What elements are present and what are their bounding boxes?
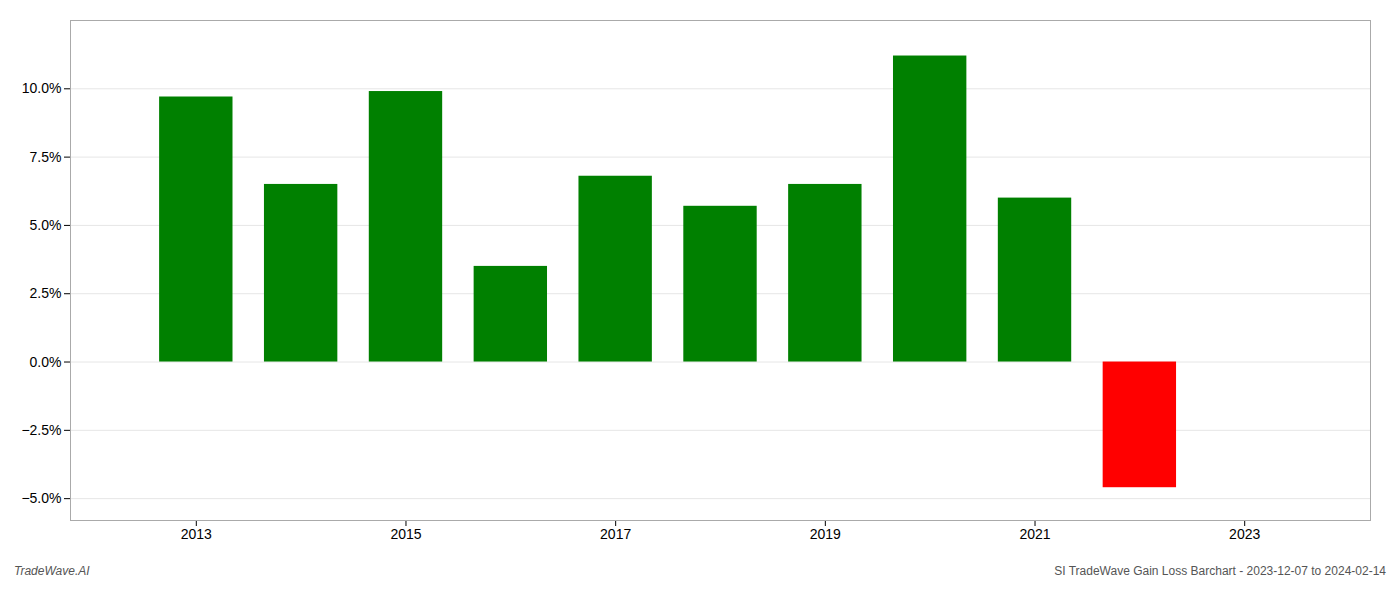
html-text:SI TradeWave Gain Loss Barchar: SI TradeWave Gain Loss Barchart - 2023-1… xyxy=(1054,564,1386,578)
svg-text:2023: 2023 xyxy=(1229,526,1260,542)
svg-text:2019: 2019 xyxy=(810,526,841,542)
svg-text:10.0%: 10.0% xyxy=(22,80,62,96)
svg-text:2013: 2013 xyxy=(181,526,212,542)
svg-text:−2.5%: −2.5% xyxy=(21,422,61,438)
svg-text:5.0%: 5.0% xyxy=(30,217,62,233)
svg-text:2017: 2017 xyxy=(600,526,631,542)
html-text:TradeWave.AI: TradeWave.AI xyxy=(14,564,90,578)
svg-text:7.5%: 7.5% xyxy=(30,149,62,165)
svg-text:−5.0%: −5.0% xyxy=(21,490,61,506)
svg-text:0.0%: 0.0% xyxy=(30,354,62,370)
svg-text:2.5%: 2.5% xyxy=(30,285,62,301)
svg-text:2015: 2015 xyxy=(390,526,421,542)
svg-text:2021: 2021 xyxy=(1019,526,1050,542)
